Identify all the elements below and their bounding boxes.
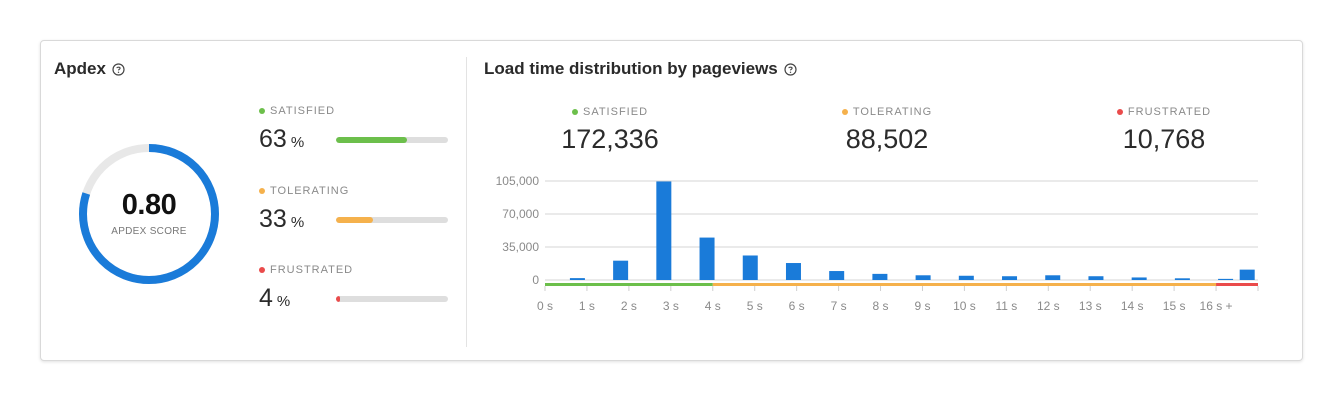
x-tick-label: 0 s [537,299,553,313]
stat-unit: % [290,134,305,151]
bar [1088,276,1104,280]
x-tick-label: 11 s [995,299,1017,313]
x-tick-label: 12 s [1037,299,1060,313]
bar [915,275,931,280]
y-tick-label: 70,000 [502,207,539,221]
bar [1131,277,1147,280]
bar [958,275,974,280]
x-tick-label: 6 s [789,299,805,313]
y-tick-label: 105,000 [496,174,540,188]
zone-band-satisfied [545,283,713,286]
bar [656,181,672,280]
bar [699,237,715,280]
apdex-stat-frustrated: FRUSTRATED 4% [259,264,459,312]
panel-divider [466,57,467,347]
stat-unit: % [276,293,291,310]
stat-value: 4 [259,284,273,312]
bar [742,255,758,280]
stat-value: 63 [259,125,287,153]
stat-value: 10,768 [1122,124,1206,154]
zone-band-frustrated [1216,283,1258,286]
help-icon[interactable] [112,62,125,76]
tolerating-dot-icon [259,188,265,194]
bar [1218,278,1234,280]
x-tick-label: 3 s [663,299,679,313]
progress-fill [336,217,373,223]
y-tick-label: 35,000 [502,240,539,254]
x-tick-label: 1 s [579,299,595,313]
frustrated-dot-icon [259,267,265,273]
frustrated-progress-bar [336,296,448,302]
apdex-stat-tolerating: TOLERATING 33% [259,185,459,233]
x-tick-label: 13 s [1079,299,1102,313]
bar [1239,269,1255,280]
x-tick-label: 9 s [914,299,930,313]
distribution-stat-satisfied: SATISFIED 172,336 [510,106,710,155]
bar [829,271,845,280]
x-tick-label: 4 s [705,299,721,313]
stat-label: TOLERATING [852,106,933,118]
stat-value: 33 [259,205,287,233]
stat-label: TOLERATING [270,185,350,197]
satisfied-progress-bar [336,137,448,143]
x-tick-label: 16 s + [1200,299,1233,313]
bar [872,273,888,280]
distribution-stat-tolerating: TOLERATING 88,502 [787,106,987,155]
stat-unit: % [290,214,305,231]
x-tick-label: 14 s [1121,299,1144,313]
bar [613,260,629,280]
x-tick-label: 2 s [621,299,637,313]
progress-fill [336,137,407,143]
load-time-chart: 0 35,000 70,000 105,000 0 s 1 s 2 s 3 s 4 s 5 s 6 … [496,174,1259,313]
apdex-score-label: APDEX SCORE [111,226,187,237]
bar [1045,275,1061,280]
tolerating-dot-icon [841,109,848,115]
x-tick-label: 10 s [953,299,976,313]
zone-band-tolerating [712,283,1217,286]
apdex-score: 0.80 [121,189,177,221]
tolerating-progress-bar [336,217,448,223]
help-icon[interactable] [784,62,797,76]
gauge-center: 0.80 APDEX SCORE [77,142,221,286]
distribution-title-text: Load time distribution by pageviews [484,59,778,78]
x-tick-label: 7 s [831,299,847,313]
distribution-stat-frustrated: FRUSTRATED 10,768 [1064,106,1264,155]
distribution-title: Load time distribution by pageviews [484,59,797,79]
stat-label: SATISFIED [270,105,336,117]
satisfied-dot-icon [571,109,578,115]
bar [1002,276,1018,280]
x-tick-label: 15 s [1163,299,1186,313]
apdex-title-text: Apdex [54,59,106,78]
x-tick-label: 8 s [873,299,889,313]
stat-value: 88,502 [845,124,929,154]
frustrated-dot-icon [1116,109,1123,115]
stat-label: SATISFIED [582,106,649,118]
satisfied-dot-icon [259,108,265,114]
stat-value: 172,336 [561,124,659,154]
apdex-stat-satisfied: SATISFIED 63% [259,105,459,153]
x-tick-label: 5 s [747,299,763,313]
apdex-card: Apdex 0.80 APDEX SCORE SATISFIED 63% TOL… [40,40,1303,361]
apdex-title: Apdex [54,59,125,79]
bar [785,263,801,280]
apdex-gauge [79,144,219,284]
stat-label: FRUSTRATED [1127,106,1212,118]
stat-label: FRUSTRATED [270,264,354,276]
gauge-arc [79,144,219,284]
progress-fill [336,296,341,302]
y-tick-label: 0 [532,273,539,287]
bar [569,278,585,280]
bar [1174,278,1190,280]
